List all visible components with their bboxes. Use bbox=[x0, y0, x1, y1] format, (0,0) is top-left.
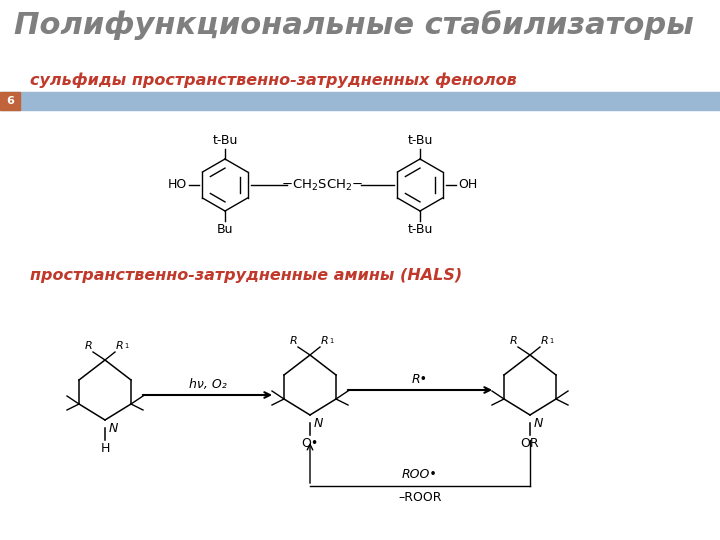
Text: пространственно-затрудненные амины (HALS): пространственно-затрудненные амины (HALS… bbox=[30, 268, 462, 283]
Text: OH: OH bbox=[458, 179, 477, 192]
Text: Полифункциональные стабилизаторы: Полифункциональные стабилизаторы bbox=[14, 10, 694, 40]
Text: сульфиды пространственно-затрудненных фенолов: сульфиды пространственно-затрудненных фе… bbox=[30, 72, 517, 87]
Text: t-Bu: t-Bu bbox=[408, 223, 433, 236]
Text: R: R bbox=[509, 336, 517, 346]
Text: R•: R• bbox=[412, 373, 428, 386]
Text: $_1$: $_1$ bbox=[329, 336, 335, 346]
Text: R: R bbox=[321, 336, 329, 346]
Text: H: H bbox=[100, 442, 109, 455]
Text: N: N bbox=[534, 417, 544, 430]
Text: OR: OR bbox=[521, 437, 539, 450]
Text: t-Bu: t-Bu bbox=[212, 134, 238, 147]
Text: R: R bbox=[116, 341, 124, 351]
Text: R: R bbox=[541, 336, 549, 346]
Bar bbox=[0, 92, 20, 110]
Text: $_1$: $_1$ bbox=[549, 336, 554, 346]
Text: hν, O₂: hν, O₂ bbox=[189, 378, 226, 391]
Text: Bu: Bu bbox=[217, 223, 233, 236]
Text: HO: HO bbox=[168, 179, 187, 192]
Text: $_1$: $_1$ bbox=[124, 341, 130, 351]
Text: N: N bbox=[109, 422, 118, 435]
Text: N: N bbox=[314, 417, 323, 430]
Text: 6: 6 bbox=[6, 96, 14, 106]
Text: ROO•: ROO• bbox=[402, 468, 438, 481]
Text: t-Bu: t-Bu bbox=[408, 134, 433, 147]
Bar bbox=[0, 92, 720, 110]
Text: O•: O• bbox=[302, 437, 319, 450]
Text: $-$CH$_2$SCH$_2$$-$: $-$CH$_2$SCH$_2$$-$ bbox=[282, 178, 364, 193]
Text: R: R bbox=[84, 341, 92, 351]
Text: R: R bbox=[289, 336, 297, 346]
Text: –ROOR: –ROOR bbox=[398, 491, 442, 504]
